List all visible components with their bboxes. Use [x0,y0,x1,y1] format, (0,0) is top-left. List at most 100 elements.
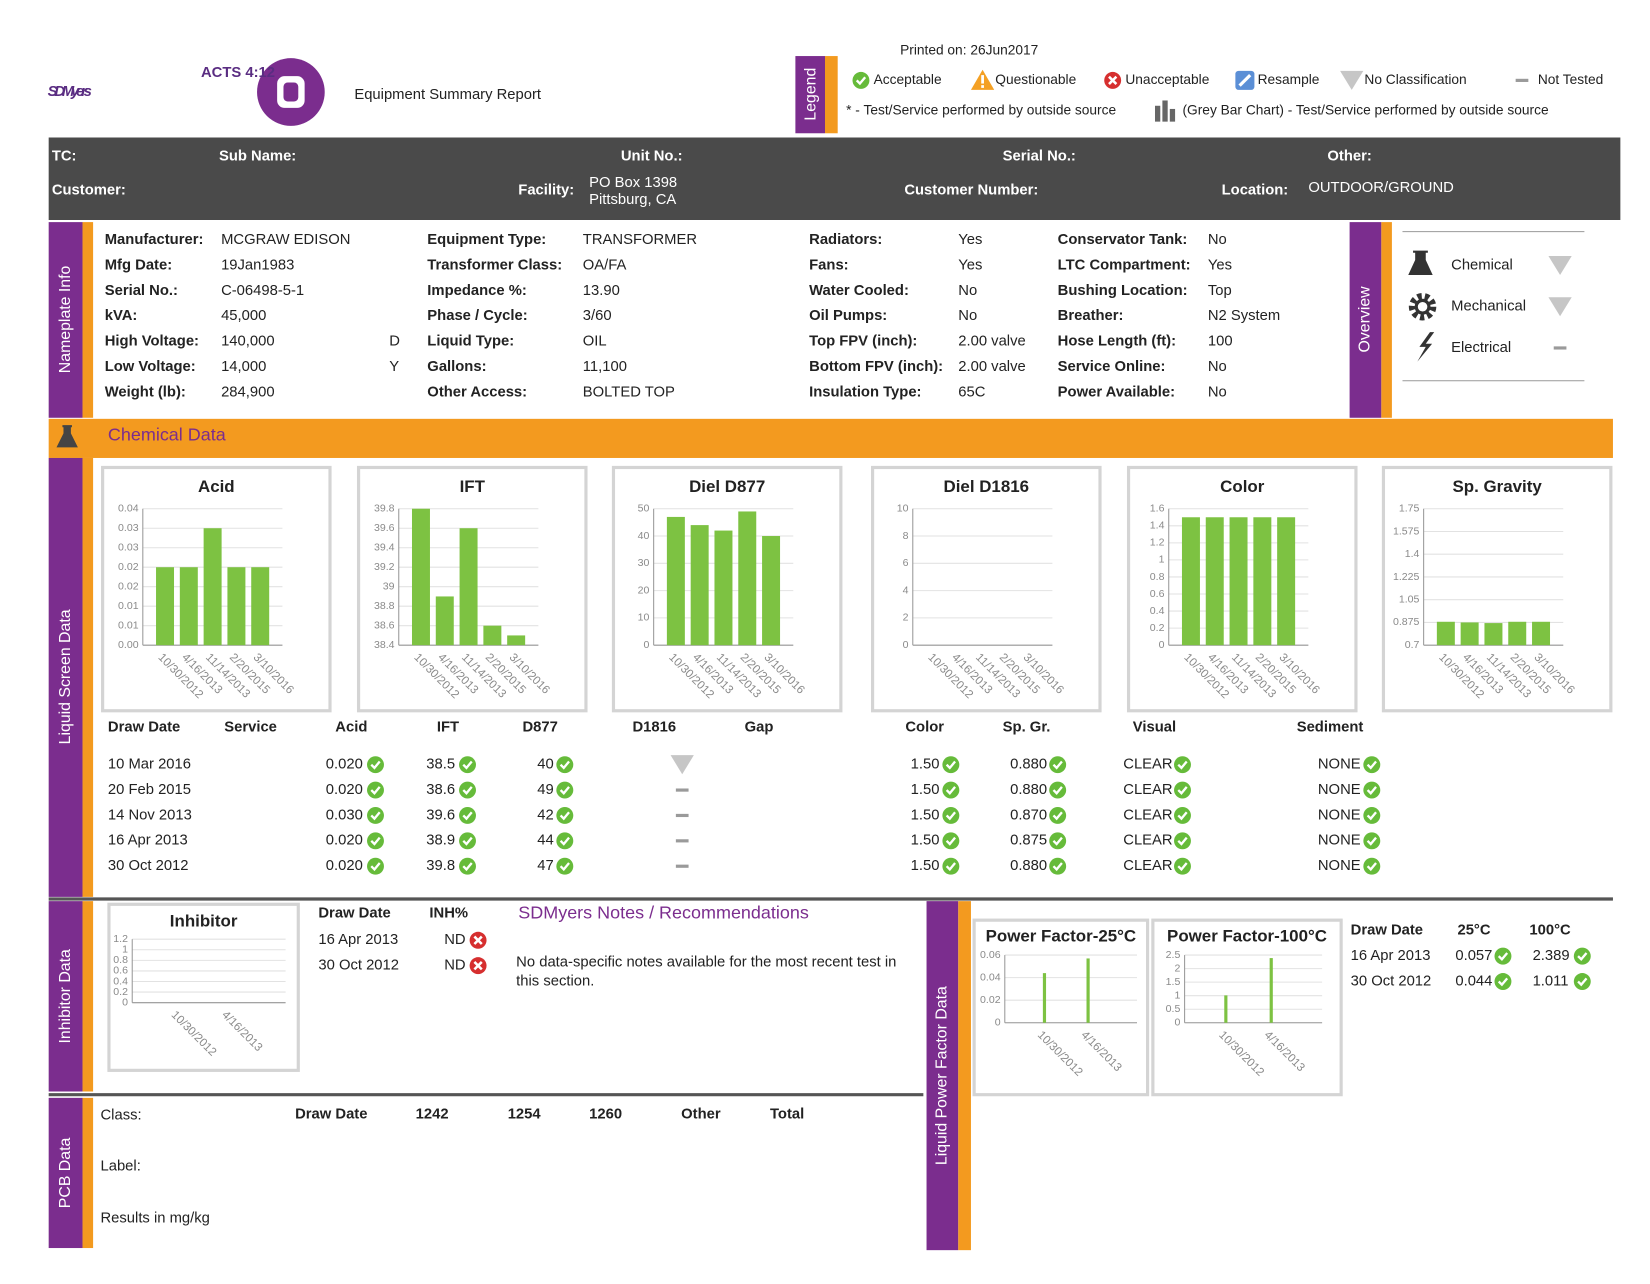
banner-label: Facility: [518,182,574,198]
y-tick-label: 0 [1174,1017,1180,1029]
icon-check [1577,952,1588,962]
y-tick-label: 10 [897,503,909,515]
icon-triangle [1340,70,1364,90]
overview-label: Chemical [1451,257,1513,273]
field-label: Water Cooled: [809,283,909,299]
banner-field: TC: [52,148,77,164]
cell-value: CLEAR [1123,858,1172,874]
legend-label: Unacceptable [1125,72,1209,87]
cell-value: 38.5 [426,757,455,773]
y-tick-label: 1.2 [1150,537,1165,549]
bar [1436,621,1455,646]
bar [1224,995,1228,1023]
side-strip [958,901,971,1251]
status-icon-acceptable [942,756,960,774]
field-label: Radiators: [809,232,882,248]
field-label: Insulation Type: [809,384,921,400]
field-label: Impedance %: [427,283,527,299]
field-value: BOLTED TOP [583,384,675,400]
cell-value: 49 [537,782,553,798]
bar [762,536,781,646]
icon-check [1177,786,1188,795]
status-icon-acceptable [459,781,476,799]
status-icon-acceptable [556,806,574,824]
chemical-icon [1408,250,1433,275]
banner-value: Pittsburg, CA [589,192,676,208]
chart-frame [1381,465,1613,713]
chart-frame [1151,918,1343,1097]
y-tick-label: 1 [122,944,128,956]
cell-value: 0.020 [326,782,363,798]
y-tick-label: 1.6 [1150,503,1165,515]
icon-cross [473,961,483,971]
section-label: Liquid Power Factor Data [934,986,951,1165]
banner-label: Customer Number: [904,182,1038,198]
icon-check [559,786,570,795]
status-icon-acceptable [367,806,384,824]
field-label: Service Online: [1058,359,1166,375]
column-header: Sediment [1297,720,1364,736]
status-icon-acceptable [1049,832,1067,850]
icon-circle [459,756,476,774]
icon-bar [1162,100,1168,122]
y-tick-label: 0.6 [1150,588,1165,600]
status-icon-acceptable [367,781,384,799]
status-icon-acceptable [1573,947,1591,965]
draw-date: 30 Oct 2012 [318,958,399,974]
bar [156,567,175,646]
icon-check [1366,811,1377,821]
icon-check [462,786,473,795]
icon-check [559,836,570,846]
y-tick-label: 1.05 [1399,593,1420,605]
field-value: Top [1208,283,1232,299]
field-extra: D [389,334,400,350]
status-icon-acceptable [1174,832,1191,850]
field-label: Serial No.: [105,283,178,299]
field-value: No [1208,359,1227,375]
y-tick-label: 38.4 [374,639,395,651]
status-icon-acceptable [1174,857,1191,875]
y-tick-label: 0.5 [1166,1003,1181,1015]
field-value: 140,000 [221,334,275,350]
field-label: Manufacturer: [105,232,204,248]
field-value: No [958,308,977,324]
status-icon-unacceptable [469,931,487,949]
column-header: INH% [429,906,468,922]
bar [1205,517,1224,646]
side-strip [82,457,94,897]
field-label: Gallons: [427,359,486,375]
y-tick-label: 0.2 [113,986,128,998]
draw-date: 20 Feb 2015 [108,782,191,798]
icon-circle [1363,781,1381,799]
cell-value: 39.6 [426,807,455,823]
banner-field: Unit No.: [621,148,683,164]
legend-label: Acceptable [874,72,942,87]
icon-dot [981,85,984,88]
status-icon-acceptable [1174,781,1191,799]
bar [1484,623,1503,646]
cell-value: 39.8 [426,858,455,874]
status-icon-acceptable [556,756,574,774]
bar [738,511,757,646]
icon-circle [1174,756,1191,774]
status-icon-not-tested [1515,78,1529,82]
field-label: kVA: [105,308,138,324]
icon-circle [1049,832,1067,850]
field-label: Oil Pumps: [809,308,887,324]
overview-label: Electrical [1451,340,1511,356]
icon-dash [1515,78,1529,82]
icon-circle [942,806,960,824]
status-icon-acceptable [852,71,870,89]
bar [435,596,454,646]
field-value: C-06498-5-1 [221,283,304,299]
icon-check [855,76,867,86]
y-tick-label: 0.03 [118,522,139,534]
side-bar [1349,222,1382,418]
status-icon-acceptable [367,832,384,850]
status-icon-not-tested [675,839,689,843]
icon-check [1177,760,1188,770]
icon-circle [942,781,960,799]
icon-cross [473,935,483,945]
grey-bar-icon [1154,100,1176,122]
cell-value: 0.880 [1010,757,1047,773]
